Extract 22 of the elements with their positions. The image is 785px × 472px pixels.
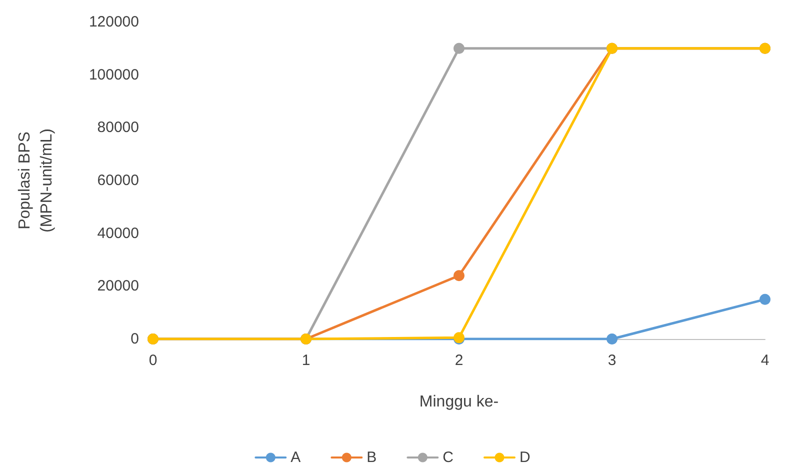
point: [454, 270, 464, 282]
x-tick-label: 1: [302, 352, 310, 369]
y-tick-label: 80000: [97, 119, 139, 136]
y-tick-label: 40000: [97, 224, 139, 242]
y-axis-title: Populasi BPS (MPN-unit/mL): [16, 128, 56, 233]
y-tick-label: 20000: [97, 278, 139, 295]
point: [760, 294, 770, 305]
x-tick-label: 2: [454, 352, 464, 369]
x-tick-label: 0: [148, 352, 158, 369]
legend-label: A: [290, 449, 301, 466]
y-tick-label: 120000: [88, 14, 139, 30]
point: [606, 334, 618, 344]
legend-label: B: [366, 449, 377, 466]
point: [454, 42, 464, 54]
x-tick-label: 4: [760, 352, 770, 369]
y-tick-label: 100000: [88, 66, 139, 84]
y-tick-label: 60000: [97, 172, 139, 189]
x-axis-title: Minggu ke-: [419, 394, 499, 410]
legend-label: C: [442, 449, 454, 466]
legend-label: D: [520, 449, 531, 466]
x-tick-label: 3: [608, 352, 616, 369]
y-tick-label: 0: [130, 330, 139, 348]
